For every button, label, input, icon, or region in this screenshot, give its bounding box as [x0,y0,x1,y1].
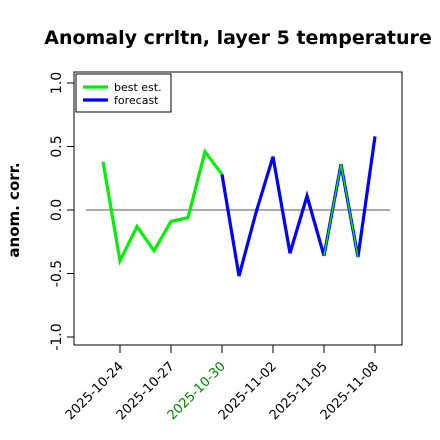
series-line-forecast [220,136,377,277]
legend-label: forecast [114,94,159,107]
legend-label: best est. [114,81,162,94]
best-estimate-overlay-segment [340,164,359,258]
plot-frame [73,71,403,346]
y-tick-label: -1.0 [49,323,65,350]
chart-title: Anomaly crrltn, layer 5 temperature [44,27,432,49]
legend-box [75,73,172,113]
y-tick-label: 1.0 [49,72,65,94]
best-estimate-overlay-segment [323,164,342,256]
y-tick-label: 0.5 [49,135,65,157]
y-axis-label: anom. corr. [5,162,23,257]
series-line-best-est [101,147,224,266]
y-tick-label: 0.0 [49,199,65,221]
y-tick-label: -0.5 [49,260,65,287]
